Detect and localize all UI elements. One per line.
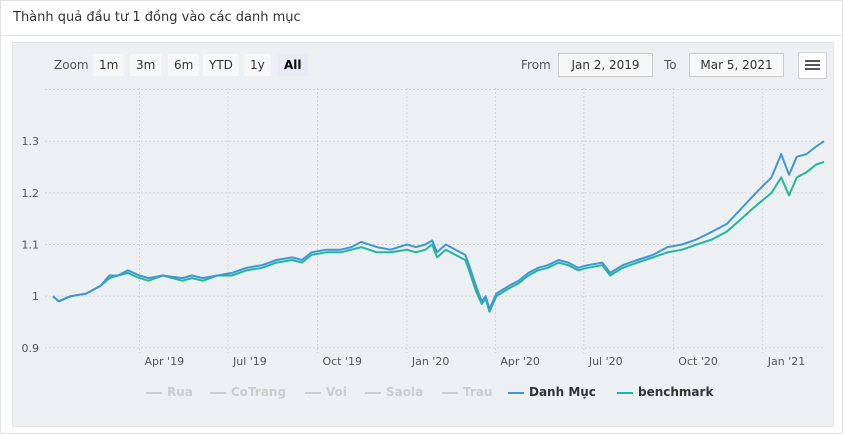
zoom-button-1m[interactable]: 1m xyxy=(93,54,125,76)
zoom-button-1y[interactable]: 1y xyxy=(244,54,271,76)
legend-label: Voi xyxy=(326,385,347,399)
to-label: To xyxy=(664,58,677,72)
legend-symbol xyxy=(508,392,524,394)
legend-label: benchmark xyxy=(638,385,714,399)
from-label: From xyxy=(521,58,551,72)
legend-symbol xyxy=(617,392,633,394)
series-line-benchmark xyxy=(52,160,825,313)
legend-symbol xyxy=(210,392,226,394)
from-date-input[interactable]: Jan 2, 2019 xyxy=(558,53,653,77)
x-tick-label: Apr '20 xyxy=(500,355,540,368)
x-tick-label: Jan '20 xyxy=(411,355,449,368)
legend-label: Trau xyxy=(463,385,493,399)
legend-label: Saola xyxy=(386,385,424,399)
legend: Rua CoTrang Voi Saola Trau Danh Mục benchmark xyxy=(13,383,833,403)
zoom-button-all[interactable]: All xyxy=(278,54,308,76)
y-tick-label: 1.1 xyxy=(22,239,40,252)
x-tick-label: Apr '19 xyxy=(145,355,185,368)
x-tick-label: Jan '21 xyxy=(767,355,805,368)
zoom-button-3m[interactable]: 3m xyxy=(130,54,162,76)
legend-label: CoTrang xyxy=(231,385,287,399)
zoom-label: Zoom xyxy=(54,58,89,72)
legend-symbol xyxy=(305,392,321,394)
legend-label: Danh Mục xyxy=(529,385,596,399)
to-date-input[interactable]: Mar 5, 2021 xyxy=(689,53,784,77)
legend-label: Rua xyxy=(167,385,193,399)
panel-title: Thành quả đầu tư 1 đồng vào các danh mục xyxy=(13,10,301,25)
y-tick-label: 1.3 xyxy=(22,135,40,148)
plot-area: 0.9 1 1.1 1.2 1.3 Apr '19 Jul '19 Oct '19 Jan '2… xyxy=(22,88,825,368)
y-tick-label: 0.9 xyxy=(22,342,40,355)
chart-menu-button[interactable] xyxy=(798,52,827,79)
x-tick-label: Oct '20 xyxy=(678,355,718,368)
x-tick-label: Jul '20 xyxy=(588,355,623,368)
stock-chart: Zoom 1m 3m 6m YTD 1y All From Jan 2, 2019 To … xyxy=(12,42,834,427)
menu-icon-bar xyxy=(805,60,820,62)
legend-symbol xyxy=(146,392,162,394)
x-tick-label: Jul '19 xyxy=(232,355,267,368)
zoom-button-ytd[interactable]: YTD xyxy=(203,54,239,76)
legend-symbol xyxy=(365,392,381,394)
menu-icon-bar xyxy=(805,68,820,70)
menu-icon-bar xyxy=(805,64,820,66)
panel-divider xyxy=(1,35,842,36)
y-tick-label: 1.2 xyxy=(22,187,40,200)
series-line-danh-muc xyxy=(52,140,825,311)
zoom-button-6m[interactable]: 6m xyxy=(168,54,200,76)
legend-symbol xyxy=(442,392,458,394)
y-tick-label: 1 xyxy=(32,290,39,303)
x-tick-label: Oct '19 xyxy=(322,355,362,368)
